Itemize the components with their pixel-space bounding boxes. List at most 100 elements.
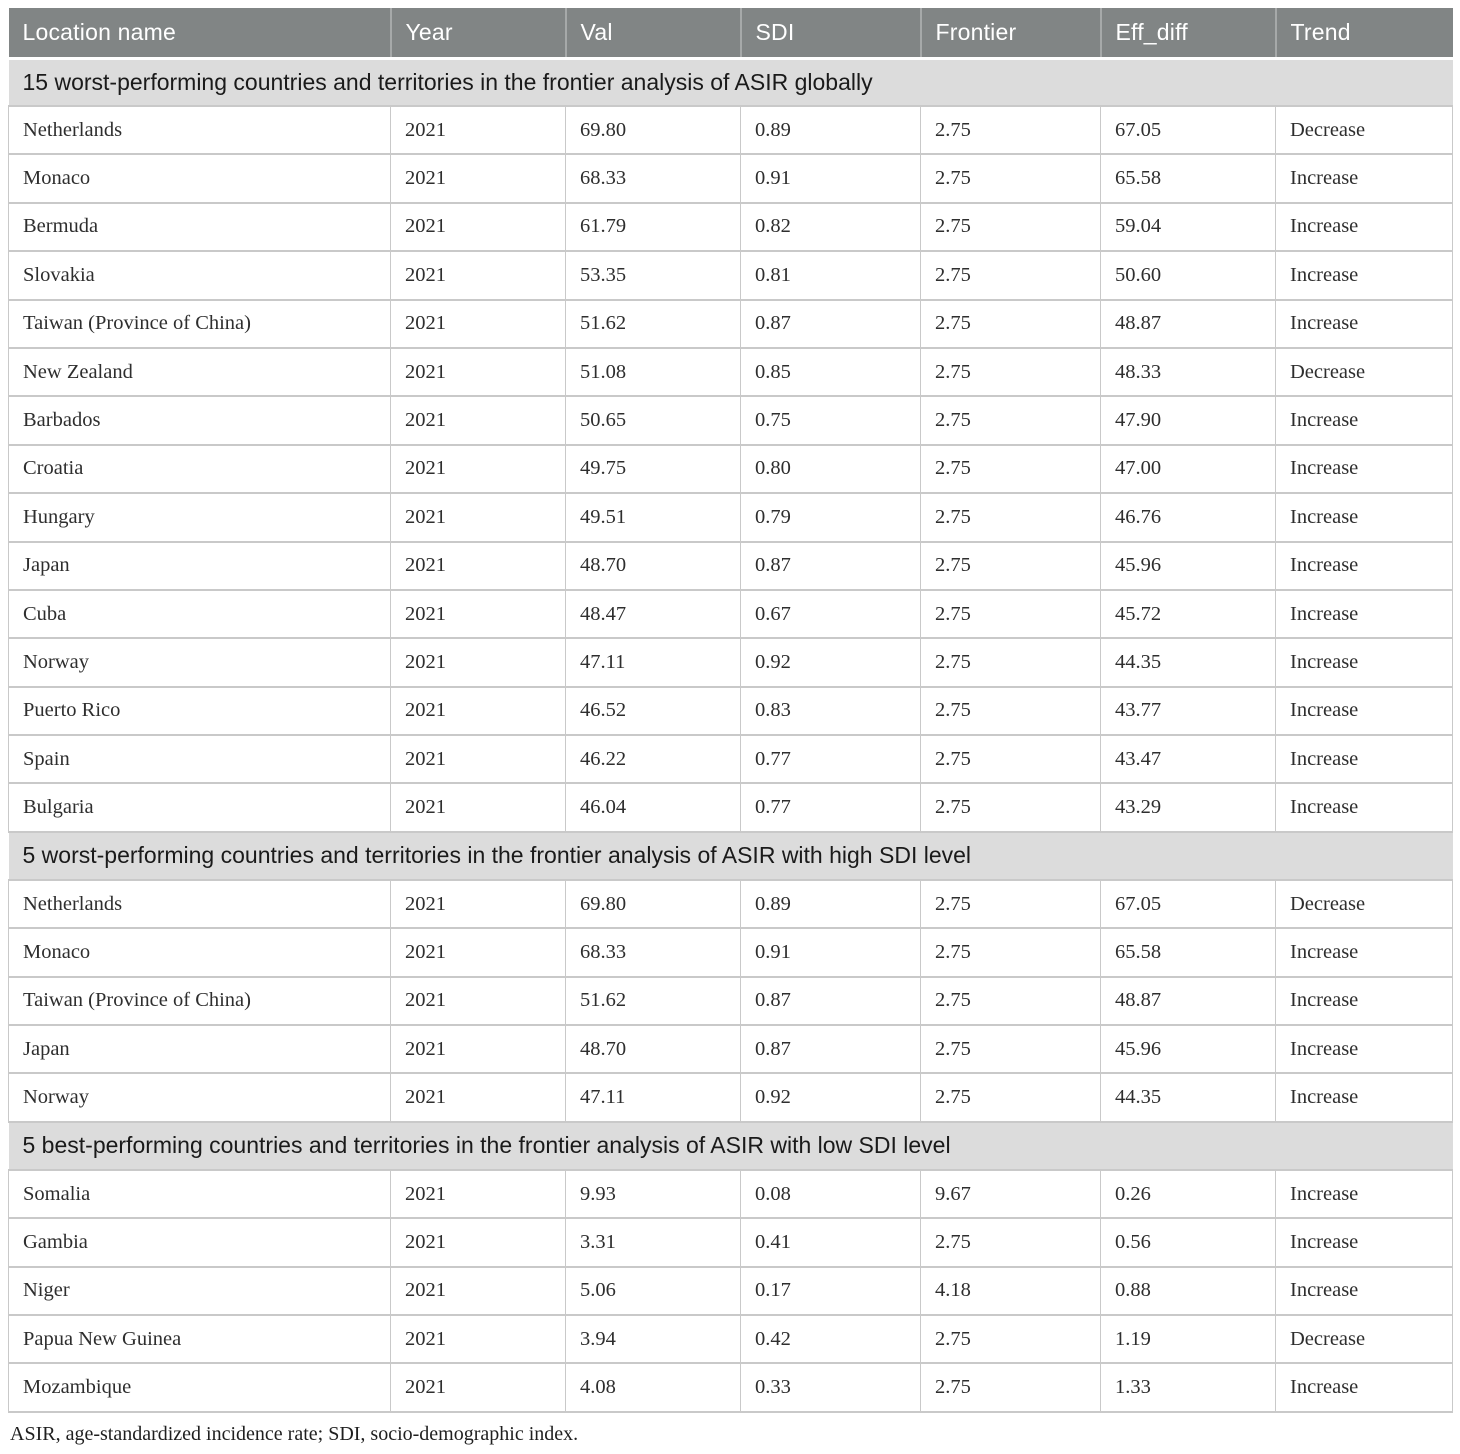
cell-eff_diff: 46.76 [1100, 492, 1276, 543]
cell-sdi: 0.92 [740, 637, 921, 688]
cell-eff_diff: 48.87 [1100, 298, 1276, 349]
cell-year: 2021 [390, 1265, 566, 1316]
cell-eff_diff: 50.60 [1100, 250, 1276, 301]
cell-frontier: 2.75 [920, 443, 1101, 495]
cell-frontier: 2.75 [920, 685, 1101, 737]
cell-val: 3.31 [565, 1217, 741, 1268]
cell-trend: Increase [1275, 395, 1453, 446]
cell-sdi: 0.91 [740, 927, 921, 978]
table-row: Spain 2021 46.22 0.77 2.75 43.47 Increase [8, 734, 1453, 785]
table-row: Hungary 2021 49.51 0.79 2.75 46.76 Increase [8, 492, 1453, 543]
cell-frontier: 2.75 [920, 878, 1101, 930]
cell-val: 53.35 [565, 250, 741, 301]
cell-location: Norway [8, 1072, 391, 1123]
cell-val: 47.11 [565, 1072, 741, 1123]
cell-frontier: 2.75 [920, 1072, 1101, 1123]
cell-year: 2021 [390, 975, 566, 1027]
cell-sdi: 0.87 [740, 540, 921, 591]
cell-eff_diff: 45.96 [1100, 1024, 1276, 1075]
cell-sdi: 0.17 [740, 1265, 921, 1316]
cell-trend: Decrease [1275, 1313, 1453, 1365]
cell-sdi: 0.82 [740, 201, 921, 253]
section-title: 5 worst-performing countries and territo… [8, 830, 1453, 881]
cell-val: 51.62 [565, 975, 741, 1027]
cell-year: 2021 [390, 1217, 566, 1268]
cell-val: 49.51 [565, 492, 741, 543]
cell-eff_diff: 43.77 [1100, 685, 1276, 737]
cell-eff_diff: 48.33 [1100, 346, 1276, 398]
cell-trend: Increase [1275, 1217, 1453, 1268]
cell-location: Croatia [8, 443, 391, 495]
cell-eff_diff: 43.29 [1100, 782, 1276, 833]
cell-eff_diff: 44.35 [1100, 1072, 1276, 1123]
cell-location: Gambia [8, 1217, 391, 1268]
cell-eff_diff: 43.47 [1100, 734, 1276, 785]
cell-frontier: 2.75 [920, 492, 1101, 543]
table-row: Monaco 2021 68.33 0.91 2.75 65.58 Increase [8, 153, 1453, 204]
cell-location: Norway [8, 637, 391, 688]
cell-frontier: 2.75 [920, 395, 1101, 446]
cell-sdi: 0.33 [740, 1362, 921, 1413]
cell-frontier: 2.75 [920, 1024, 1101, 1075]
cell-year: 2021 [390, 346, 566, 398]
cell-trend: Increase [1275, 685, 1453, 737]
table-row: Slovakia 2021 53.35 0.81 2.75 50.60 Increase [8, 250, 1453, 301]
cell-location: Somalia [8, 1168, 391, 1220]
cell-location: Netherlands [8, 104, 391, 156]
cell-trend: Increase [1275, 492, 1453, 543]
cell-frontier: 2.75 [920, 1217, 1101, 1268]
cell-trend: Increase [1275, 298, 1453, 349]
cell-location: Monaco [8, 927, 391, 978]
cell-year: 2021 [390, 540, 566, 591]
table-row: Croatia 2021 49.75 0.80 2.75 47.00 Increase [8, 443, 1453, 495]
cell-location: New Zealand [8, 346, 391, 398]
cell-val: 68.33 [565, 153, 741, 204]
cell-trend: Increase [1275, 1265, 1453, 1316]
cell-eff_diff: 48.87 [1100, 975, 1276, 1027]
cell-frontier: 2.75 [920, 588, 1101, 640]
cell-frontier: 2.75 [920, 104, 1101, 156]
cell-sdi: 0.08 [740, 1168, 921, 1220]
section-title: 15 worst-performing countries and territ… [8, 57, 1453, 107]
cell-frontier: 2.75 [920, 975, 1101, 1027]
cell-trend: Increase [1275, 540, 1453, 591]
cell-frontier: 2.75 [920, 201, 1101, 253]
cell-val: 69.80 [565, 878, 741, 930]
column-header-eff-diff: Eff_diff [1099, 8, 1276, 60]
cell-location: Cuba [8, 588, 391, 640]
section-title: 5 best-performing countries and territor… [8, 1120, 1453, 1171]
cell-val: 3.94 [565, 1313, 741, 1365]
cell-year: 2021 [390, 443, 566, 495]
table-row: Japan 2021 48.70 0.87 2.75 45.96 Increase [8, 540, 1453, 591]
cell-val: 4.08 [565, 1362, 741, 1413]
cell-location: Mozambique [8, 1362, 391, 1413]
cell-year: 2021 [390, 878, 566, 930]
column-header-sdi: SDI [739, 8, 921, 60]
cell-eff_diff: 1.33 [1100, 1362, 1276, 1413]
cell-year: 2021 [390, 1024, 566, 1075]
column-header-frontier: Frontier [919, 8, 1101, 60]
cell-sdi: 0.80 [740, 443, 921, 495]
cell-trend: Increase [1275, 1072, 1453, 1123]
cell-location: Niger [8, 1265, 391, 1316]
cell-frontier: 2.75 [920, 298, 1101, 349]
cell-location: Taiwan (Province of China) [8, 975, 391, 1027]
cell-frontier: 2.75 [920, 734, 1101, 785]
cell-val: 61.79 [565, 201, 741, 253]
cell-trend: Increase [1275, 250, 1453, 301]
cell-sdi: 0.77 [740, 782, 921, 833]
cell-location: Hungary [8, 492, 391, 543]
cell-sdi: 0.79 [740, 492, 921, 543]
cell-val: 51.62 [565, 298, 741, 349]
cell-year: 2021 [390, 250, 566, 301]
cell-trend: Decrease [1275, 878, 1453, 930]
cell-trend: Increase [1275, 975, 1453, 1027]
cell-frontier: 4.18 [920, 1265, 1101, 1316]
table-row: Japan 2021 48.70 0.87 2.75 45.96 Increase [8, 1024, 1453, 1075]
cell-trend: Decrease [1275, 104, 1453, 156]
cell-location: Papua New Guinea [8, 1313, 391, 1365]
cell-eff_diff: 65.58 [1100, 927, 1276, 978]
column-header-trend: Trend [1274, 8, 1453, 60]
table-row: Mozambique 2021 4.08 0.33 2.75 1.33 Increase [8, 1362, 1453, 1413]
cell-location: Spain [8, 734, 391, 785]
